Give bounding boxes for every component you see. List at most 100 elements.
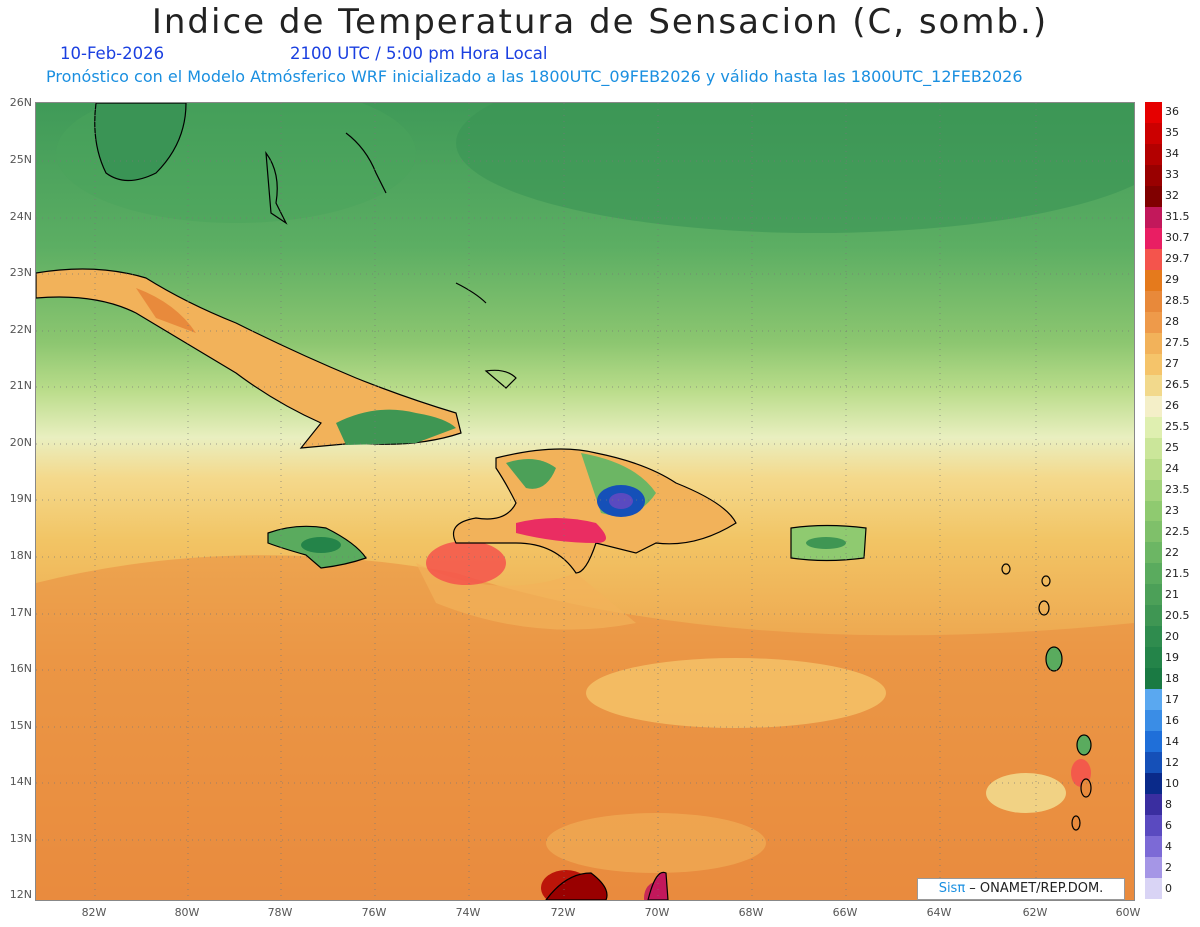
legend-swatch [1145,458,1162,481]
lat-label: 23N [9,266,32,279]
legend-swatch [1145,542,1162,564]
legend-label: 27.5 [1165,336,1190,350]
legend-swatch [1145,206,1162,229]
legend-label: 29.7 [1165,252,1190,266]
legend-swatch [1145,311,1162,334]
legend-label: 29 [1165,273,1179,287]
legend-label: 28 [1165,315,1179,329]
lat-label: 15N [9,719,32,732]
legend-swatch [1145,836,1162,858]
forecast-time: 2100 UTC / 5:00 pm Hora Local [290,44,548,63]
legend-label: 22 [1165,545,1179,559]
legend-label: 20.5 [1165,608,1190,622]
lon-label: 78W [267,906,293,919]
lon-label: 80W [174,906,200,919]
legend-swatch [1145,584,1162,606]
legend-swatch [1145,479,1162,501]
legend-label: 28.5 [1165,294,1190,308]
legend-swatch [1145,353,1162,376]
legend-label: 23.5 [1165,483,1190,496]
legend-label: 26.5 [1165,378,1190,392]
legend-swatch [1145,521,1162,543]
legend-swatch [1145,710,1162,732]
lon-label: 68W [738,906,764,919]
legend-label: 17 [1165,692,1179,706]
legend-swatch [1145,332,1162,355]
lat-label: 17N [9,606,32,619]
legend-swatch [1145,102,1162,124]
lat-label: 12N [9,888,32,901]
legend-label: 18 [1165,671,1179,685]
lat-label: 20N [9,436,32,449]
legend-label: 16 [1165,713,1179,727]
legend-swatch [1145,500,1162,522]
legend-label: 20 [1165,629,1179,643]
legend-label: 21 [1165,587,1179,601]
lat-label: 25N [9,153,32,166]
legend-swatch [1145,164,1162,187]
credit-box: Sisπ – ONAMET/REP.DOM. [917,878,1125,900]
legend-label: 27 [1165,357,1179,371]
legend-swatch [1145,269,1162,292]
legend-swatch [1145,374,1162,397]
legend-label: 32 [1165,189,1179,203]
legend-label: 23 [1165,503,1179,517]
legend-swatch [1145,815,1162,837]
temperature-map [35,102,1135,901]
legend-label: 19 [1165,650,1179,664]
lon-label: 64W [926,906,952,919]
legend-label: 14 [1165,734,1179,748]
legend-label: 30.7 [1165,231,1190,245]
legend-swatch [1145,794,1162,816]
legend-label: 35 [1165,126,1179,140]
legend-swatch [1145,122,1162,145]
legend-swatch [1145,227,1162,250]
legend-swatch [1145,563,1162,585]
legend-label: 21.5 [1165,566,1190,580]
lon-label: 62W [1022,906,1048,919]
legend-label: 31.5 [1165,210,1190,224]
legend-swatch [1145,668,1162,690]
legend-swatch [1145,647,1162,669]
lat-label: 24N [9,210,32,223]
credit-text: – ONAMET/REP.DOM. [965,881,1104,896]
lon-label: 74W [455,906,481,919]
legend-label: 34 [1165,147,1179,161]
lon-label: 76W [361,906,387,919]
legend-swatch [1145,290,1162,313]
legend-swatch [1145,395,1162,418]
lat-label: 18N [9,549,32,562]
legend-swatch [1145,416,1162,439]
legend-label: 36 [1165,105,1179,119]
map-canvas [36,103,1134,900]
lon-label: 72W [550,906,576,919]
legend-label: 33 [1165,168,1179,182]
legend-label: 2 [1165,860,1172,874]
legend-swatch [1145,773,1162,795]
legend-label: 24 [1165,462,1179,476]
legend-swatch [1145,731,1162,753]
legend-label: 26 [1165,399,1179,413]
lon-label: 70W [644,906,670,919]
legend-label: 25.5 [1165,420,1190,434]
lon-label: 66W [832,906,858,919]
lon-label: 82W [81,906,107,919]
legend-label: 8 [1165,797,1172,811]
lon-label: 60W [1115,906,1141,919]
lat-label: 22N [9,323,32,336]
legend-swatch [1145,605,1162,627]
lat-label: 19N [9,492,32,505]
color-legend [1145,102,1162,900]
lat-label: 13N [9,832,32,845]
legend-swatch [1145,185,1162,208]
lat-label: 21N [9,379,32,392]
legend-label: 10 [1165,776,1179,790]
legend-swatch [1145,689,1162,711]
lat-label: 26N [9,96,32,109]
sis-logo-text: Sisπ [938,881,966,896]
legend-swatch [1145,248,1162,271]
legend-label: 12 [1165,755,1179,769]
legend-label: 25 [1165,441,1179,455]
map-title: Indice de Temperatura de Sensacion (C, s… [151,2,1049,42]
legend-label: 22.5 [1165,524,1190,538]
